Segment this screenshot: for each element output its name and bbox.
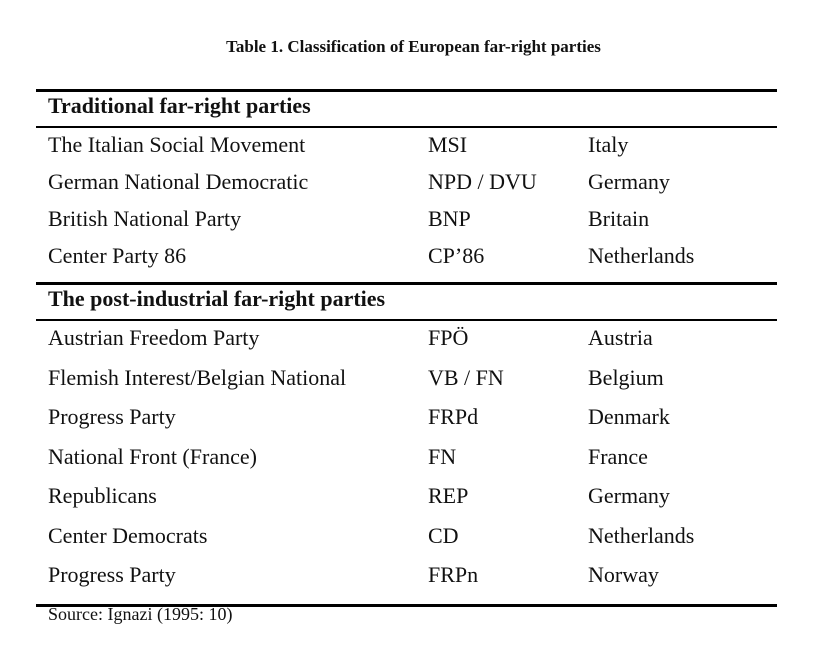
table-cell: BNP (428, 206, 471, 231)
table-cell: Flemish Interest/Belgian National (48, 364, 347, 390)
table-cell: VB / FN (428, 364, 504, 390)
table-cell: Germany (588, 483, 670, 508)
table-rule (36, 126, 777, 128)
table-cell: Center Democrats (48, 522, 208, 548)
table-source: Source: Ignazi (1995: 10) (48, 604, 233, 624)
table-title: Table 1. Classification of European far-… (226, 37, 601, 56)
table-cell: Progress Party (48, 562, 176, 587)
table-cell: FRPd (428, 404, 479, 429)
table-rule (36, 89, 777, 92)
table-cell: MSI (428, 132, 468, 157)
table-cell: German National Democratic (48, 169, 309, 194)
table-cell: Austrian Freedom Party (48, 325, 260, 350)
table-cell: Netherlands (588, 243, 695, 268)
table-cell: Belgium (588, 364, 664, 390)
table-cell: FRPn (428, 562, 479, 587)
section-heading: The post-industrial far-right parties (48, 286, 386, 311)
table-cell: CP’86 (428, 243, 485, 268)
table-cell: Republicans (48, 483, 157, 508)
table-cell: Norway (588, 562, 659, 587)
section-heading: Traditional far-right parties (48, 93, 311, 118)
table-cell: NPD / DVU (428, 169, 537, 194)
table-cell: FPÖ (428, 325, 469, 350)
table-rule (36, 319, 777, 321)
table-cell: Progress Party (48, 404, 176, 429)
table-rule (36, 282, 777, 285)
table-cell: The Italian Social Movement (48, 132, 306, 157)
table-cell: Netherlands (588, 522, 695, 548)
table-cell: France (588, 443, 648, 469)
table-cell: National Front (France) (48, 443, 257, 469)
table-cell: Britain (588, 206, 650, 231)
table-cell: FN (428, 443, 457, 469)
table-cell: CD (428, 522, 459, 548)
table-cell: Denmark (588, 404, 670, 429)
table-rule (36, 603, 777, 607)
table-cell: Germany (588, 169, 670, 194)
table-cell: Center Party 86 (48, 243, 187, 268)
table-cell: British National Party (48, 206, 242, 231)
table-cell: REP (428, 483, 469, 508)
table-cell: Italy (588, 132, 629, 157)
table-cell: Austria (588, 325, 653, 350)
